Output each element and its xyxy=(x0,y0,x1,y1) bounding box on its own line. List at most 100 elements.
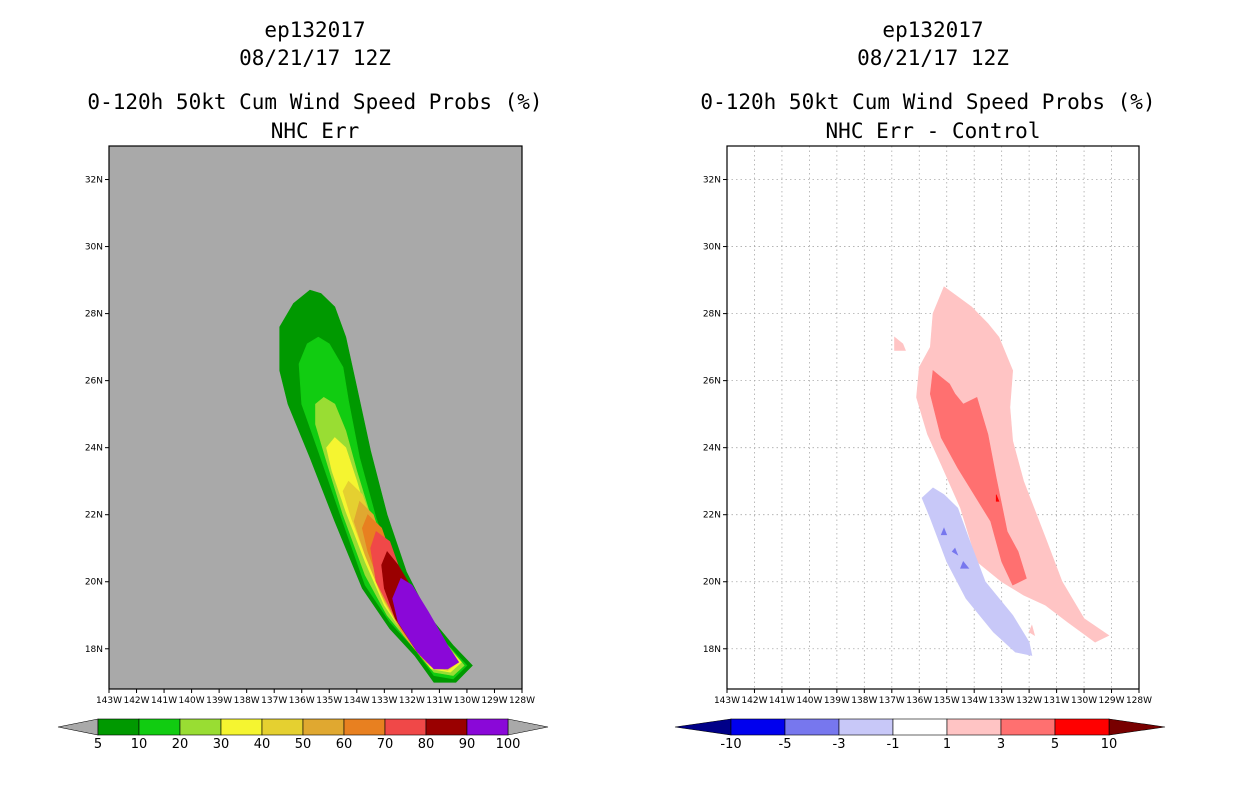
left-title-product: 0-120h 50kt Cum Wind Speed Probs (%) xyxy=(87,90,543,114)
x-tick-label: 136W xyxy=(289,696,315,706)
x-tick-label: 143W xyxy=(96,696,122,706)
x-tick-label: 138W xyxy=(234,696,260,706)
x-tick-label: 141W xyxy=(151,696,177,706)
y-tick-label: 26N xyxy=(703,377,721,387)
colorbar-under-arrow xyxy=(674,718,732,736)
contour-20-30 xyxy=(315,397,465,676)
contour-1-3 xyxy=(1028,624,1036,637)
x-tick-label: 132W xyxy=(399,696,425,706)
y-tick-label: 28N xyxy=(85,310,103,320)
y-tick-label: 18N xyxy=(85,645,103,655)
colorbar-swatch xyxy=(892,718,948,736)
colorbar-1: -10 -5 -3 -1 1 3 5 10 xyxy=(674,718,1166,752)
colorbar-over-arrow xyxy=(1108,718,1166,736)
colorbar-swatch xyxy=(425,718,468,736)
x-tick-label: 132W xyxy=(1016,696,1042,706)
x-tick-label: 140W xyxy=(796,696,822,706)
contour--3--1 xyxy=(921,487,1033,656)
y-tick-label: 24N xyxy=(85,444,103,454)
x-tick-label: 128W xyxy=(1126,696,1152,706)
y-tick-label: 32N xyxy=(703,176,721,186)
x-tick-label: 135W xyxy=(934,696,960,706)
left-title-case: ep132017 xyxy=(264,18,366,42)
colorbar-label: 100 xyxy=(496,737,521,752)
contour--5--3 xyxy=(960,561,970,569)
x-tick-label: 137W xyxy=(879,696,905,706)
colorbar-swatch xyxy=(1054,718,1110,736)
y-tick-label: 24N xyxy=(703,444,721,454)
y-tick-label: 26N xyxy=(85,377,103,387)
x-tick-label: 138W xyxy=(851,696,877,706)
x-tick-label: 135W xyxy=(316,696,342,706)
colorbar-swatch xyxy=(466,718,509,736)
colorbar-swatch xyxy=(784,718,840,736)
x-tick-label: 142W xyxy=(741,696,767,706)
contour-3-5 xyxy=(929,370,1027,586)
y-tick-label: 30N xyxy=(85,243,103,253)
colorbar-swatch xyxy=(302,718,345,736)
colorbar-swatch xyxy=(343,718,386,736)
x-tick-label: 130W xyxy=(454,696,480,706)
colorbar-label: 30 xyxy=(213,737,230,752)
colorbar-label: 90 xyxy=(459,737,476,752)
colorbar-label: 10 xyxy=(1101,737,1118,752)
left-title-date: 08/21/17 12Z xyxy=(239,46,391,70)
colorbar-swatch xyxy=(179,718,222,736)
x-tick-label: 137W xyxy=(261,696,287,706)
colorbar-0: 5 10 20 30 40 50 60 70 80 90 100 xyxy=(57,718,549,752)
colorbar-label: 10 xyxy=(131,737,148,752)
x-tick-label: 134W xyxy=(961,696,987,706)
right-title-date: 08/21/17 12Z xyxy=(857,46,1009,70)
colorbar-label: 5 xyxy=(1051,737,1059,752)
contour-1-3 xyxy=(916,286,1110,643)
x-tick-label: 139W xyxy=(206,696,232,706)
colorbar-label: -5 xyxy=(779,737,792,752)
x-tick-label: 140W xyxy=(179,696,205,706)
x-tick-label: 131W xyxy=(1044,696,1070,706)
colorbar-label: -10 xyxy=(720,737,741,752)
contour-1-3 xyxy=(894,336,906,351)
y-tick-label: 20N xyxy=(85,578,103,588)
x-tick-label: 129W xyxy=(1098,696,1124,706)
x-tick-label: 130W xyxy=(1071,696,1097,706)
contour-90-100 xyxy=(392,577,460,670)
contour-5-10 xyxy=(995,494,1000,502)
colorbar-label: -1 xyxy=(887,737,900,752)
y-tick-label: 32N xyxy=(85,176,103,186)
colorbar-label: 1 xyxy=(943,737,951,752)
x-tick-label: 133W xyxy=(989,696,1015,706)
colorbar-label: 80 xyxy=(418,737,435,752)
x-tick-label: 136W xyxy=(906,696,932,706)
x-tick-label: 141W xyxy=(769,696,795,706)
colorbar-swatch xyxy=(730,718,786,736)
colorbar-label: 70 xyxy=(377,737,394,752)
colorbar-label: 50 xyxy=(295,737,312,752)
map-panel-1: 143W 142W 141W 140W 139W 138W 137W 136W 135W 134W… xyxy=(703,145,1152,706)
y-tick-label: 18N xyxy=(703,645,721,655)
colorbar-label: 3 xyxy=(997,737,1005,752)
contour--5--3 xyxy=(940,527,948,536)
colorbar-under-arrow xyxy=(57,718,99,736)
x-tick-label: 139W xyxy=(824,696,850,706)
x-tick-label: 134W xyxy=(344,696,370,706)
colorbar-swatch xyxy=(261,718,304,736)
colorbar-over-arrow xyxy=(507,718,549,736)
y-tick-label: 30N xyxy=(703,243,721,253)
x-tick-label: 131W xyxy=(426,696,452,706)
left-title-subtitle: NHC Err xyxy=(270,119,360,143)
colorbar-swatch xyxy=(220,718,263,736)
colorbar-label: 5 xyxy=(94,737,102,752)
colorbar-label: -3 xyxy=(833,737,846,752)
colorbar-swatch xyxy=(97,718,140,736)
colorbar-swatch xyxy=(1000,718,1056,736)
y-tick-label: 22N xyxy=(703,511,721,521)
colorbar-swatch xyxy=(946,718,1002,736)
x-tick-label: 142W xyxy=(123,696,149,706)
y-tick-label: 22N xyxy=(85,511,103,521)
right-title-subtitle: NHC Err - Control xyxy=(825,119,1041,143)
map-panel-0: 143W 142W 141W 140W 139W 138W 137W 136W 135W 134W… xyxy=(85,145,535,706)
colorbar-swatch xyxy=(838,718,894,736)
map-frame xyxy=(108,145,523,690)
contour--5--3 xyxy=(951,547,959,556)
